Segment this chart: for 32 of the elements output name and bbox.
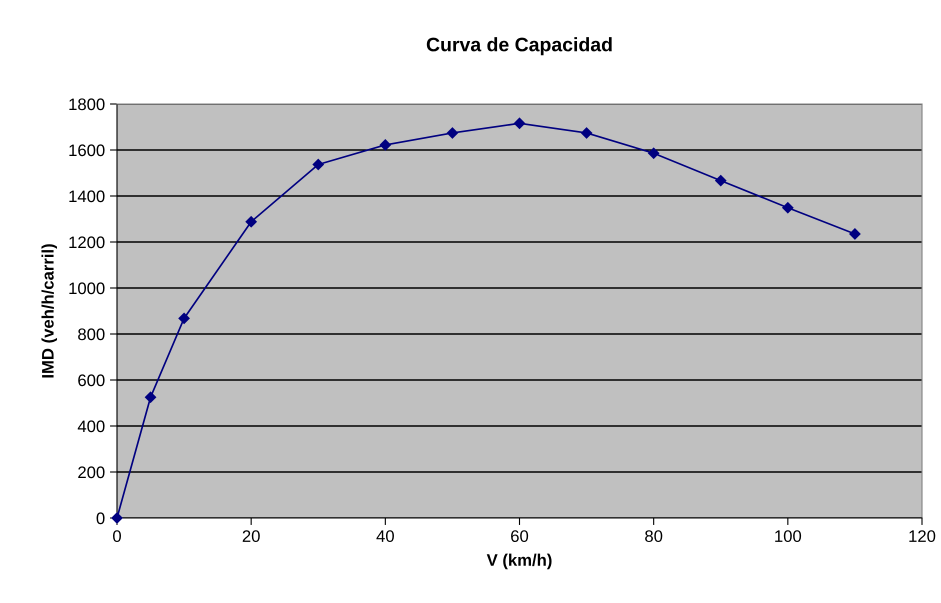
chart-title: Curva de Capacidad: [426, 37, 612, 56]
y-tick-label: 1600: [69, 144, 105, 156]
y-tick-label: 800: [78, 328, 105, 340]
x-tick-label: 40: [376, 530, 394, 542]
point: [144, 392, 156, 403]
x-axis-title: V (km/h): [486, 554, 552, 570]
point: [782, 202, 794, 214]
point: [849, 228, 861, 240]
point: [446, 127, 458, 139]
y-tick-label: 200: [78, 466, 105, 478]
y-tick-label: 400: [78, 420, 105, 432]
point: [246, 216, 257, 228]
point: [648, 148, 660, 159]
y-axis-title: IMD (veh/h/carril): [41, 244, 58, 378]
x-tick-label: 20: [242, 530, 260, 542]
x-tick-label: 0: [113, 530, 121, 542]
x-tick-label: 120: [909, 530, 936, 542]
x-tick-label: 80: [645, 530, 662, 542]
point: [312, 158, 324, 170]
point: [715, 174, 726, 186]
point: [380, 139, 391, 151]
y-tick-label: 1000: [69, 282, 105, 294]
y-tick-label: 600: [78, 374, 105, 386]
y-tick-label: 1800: [69, 98, 105, 110]
x-tick-label: 100: [775, 530, 802, 542]
y-tick-label: 1400: [69, 190, 105, 202]
y-tick-label: 0: [96, 512, 105, 524]
point: [514, 118, 526, 129]
point: [580, 127, 592, 139]
y-tick-label: 1200: [69, 236, 105, 248]
point: [178, 312, 190, 324]
x-tick-label: 60: [511, 530, 528, 542]
